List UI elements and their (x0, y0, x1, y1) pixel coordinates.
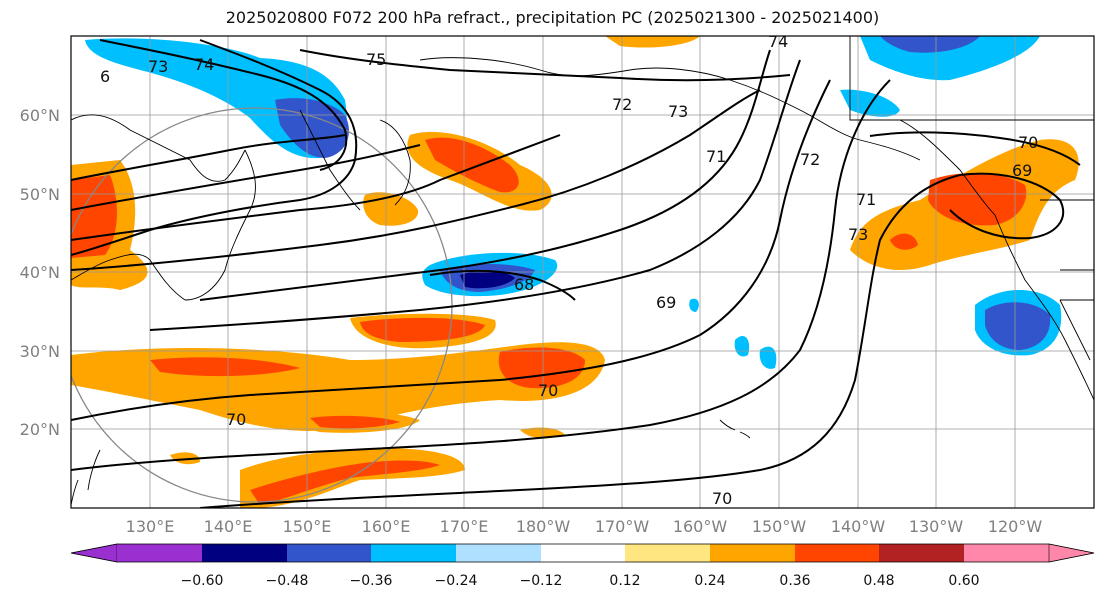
positive-anomaly-region (170, 452, 200, 465)
colorbar-extend-low (70, 543, 118, 563)
colorbar-bin (287, 544, 371, 562)
contour-labels: 75 74 74 73 73 72 71 72 71 73 70 69 68 6… (100, 32, 1038, 508)
colorbar-tick-label: 0.12 (609, 573, 640, 589)
contour-label: 71 (856, 190, 876, 209)
lon-label-150e: 150°E (283, 517, 332, 536)
lon-label-170e: 170°E (440, 517, 489, 536)
colorbar-tick-label: −0.36 (350, 573, 393, 589)
negative-anomaly-core (985, 302, 1051, 350)
colorbar-tick-label: 0.24 (694, 573, 725, 589)
positive-anomaly-core (250, 460, 440, 505)
colorbar-tick-label: −0.60 (181, 573, 224, 589)
colorbar-tick-label: −0.24 (435, 573, 478, 589)
negative-anomaly-region (689, 298, 699, 312)
positive-anomaly-core (71, 175, 117, 258)
colorbar: −0.60 −0.48 −0.36 −0.24 −0.12 0.12 0.24 … (70, 543, 1095, 589)
colorbar-tick-label: −0.48 (266, 573, 309, 589)
lat-label-50n: 50°N (20, 185, 60, 204)
contour-label: 69 (656, 293, 676, 312)
lon-label-160e: 160°E (362, 517, 411, 536)
negative-anomaly-core (275, 98, 349, 158)
contour-label: 73 (148, 57, 168, 76)
contour-label: 72 (800, 150, 820, 169)
negative-anomaly-region (85, 38, 347, 159)
contour-label: 73 (668, 102, 688, 121)
longitude-axis: 130°E 140°E 150°E 160°E 170°E 180°W 170°… (126, 517, 1043, 536)
map-title: 2025020800 F072 200 hPa refract., precip… (225, 8, 880, 27)
map-frame (70, 35, 1095, 509)
colorbar-bin (371, 544, 456, 562)
contour-label: 73 (848, 225, 868, 244)
map-panel: 75 74 74 73 73 72 71 72 71 73 70 69 68 6… (71, 32, 1094, 508)
contour-label: 74 (194, 55, 214, 74)
contour-label: 74 (768, 32, 788, 51)
lon-label-140w: 140°W (831, 517, 886, 536)
colorbar-tick-label: 0.48 (863, 573, 894, 589)
colorbar-bin (541, 544, 625, 562)
contour-label: 70 (226, 410, 246, 429)
colorbar-tick-label: 0.36 (779, 573, 810, 589)
lon-label-160w: 160°W (673, 517, 728, 536)
contour-label: 70 (1018, 133, 1038, 152)
colorbar-bin (202, 544, 287, 562)
lon-label-170w: 170°W (595, 517, 650, 536)
lat-label-60n: 60°N (20, 106, 60, 125)
colorbar-extend-high (1048, 543, 1095, 563)
lon-label-120w: 120°W (988, 517, 1043, 536)
colorbar-bin (625, 544, 710, 562)
colorbar-bin (879, 544, 964, 562)
colorbar-bin (964, 544, 1049, 562)
colorbar-outline (70, 543, 1095, 563)
lon-label-130w: 130°W (909, 517, 964, 536)
contour-label: 70 (712, 489, 732, 508)
positive-anomaly-core (360, 317, 485, 342)
positive-anomaly-core (425, 137, 519, 193)
contour-label: 70 (538, 381, 558, 400)
precipitation-shading (71, 36, 1079, 508)
contour-label: 68 (514, 275, 534, 294)
lon-label-150w: 150°W (752, 517, 807, 536)
colorbar-bin (710, 544, 795, 562)
lat-label-40n: 40°N (20, 263, 60, 282)
negative-anomaly-center (460, 270, 515, 289)
contour-label: 69 (1012, 161, 1032, 180)
colorbar-bin (795, 544, 879, 562)
latitude-axis: 60°N 50°N 40°N 30°N 20°N (20, 106, 60, 439)
reference-circle (71, 107, 453, 503)
positive-anomaly-region (520, 427, 565, 439)
lat-label-30n: 30°N (20, 342, 60, 361)
colorbar-tick-label: 0.60 (948, 573, 979, 589)
refractivity-contours (71, 39, 1081, 508)
positive-anomaly-core (310, 415, 400, 429)
lon-label-180w: 180°W (516, 517, 571, 536)
contour-label: 75 (366, 50, 386, 69)
lat-label-20n: 20°N (20, 420, 60, 439)
negative-anomaly-region (759, 346, 777, 369)
negative-anomaly-core (880, 36, 980, 53)
colorbar-tick-label: −0.12 (520, 573, 563, 589)
positive-anomaly-region (605, 36, 700, 48)
colorbar-bin (117, 544, 202, 562)
colorbar-bin (456, 544, 541, 562)
lon-label-140e: 140°E (204, 517, 253, 536)
positive-anomaly-core (150, 357, 300, 377)
positive-anomaly-core (890, 233, 918, 250)
contour-label: 6 (100, 67, 110, 86)
contour-label: 71 (706, 147, 726, 166)
contour-label: 72 (612, 95, 632, 114)
lon-label-130e: 130°E (126, 517, 175, 536)
